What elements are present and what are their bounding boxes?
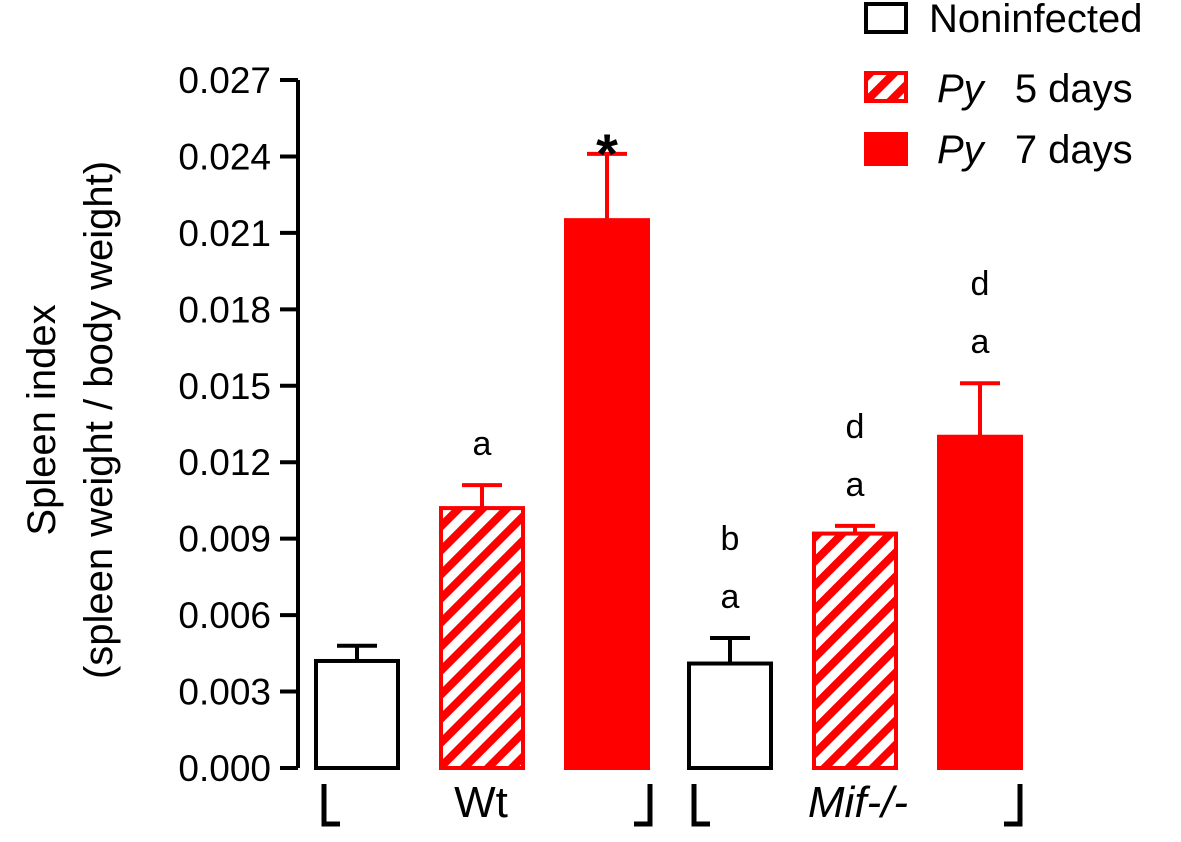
significance-letter: a xyxy=(971,323,990,361)
significance-letter: a xyxy=(721,578,740,616)
significance-letter: a xyxy=(473,425,492,463)
group-bracket xyxy=(1004,784,1023,827)
group-label-wt: Wt xyxy=(454,778,508,827)
y-tick-label: 0.027 xyxy=(178,60,271,101)
y-tick-label: 0.021 xyxy=(178,213,271,254)
bar-py-7-days-wt xyxy=(564,218,650,771)
legend-label-py5-suffix: 5 days xyxy=(1015,67,1133,111)
y-tick-label: 0.024 xyxy=(178,136,271,177)
significance-letter: a xyxy=(846,466,865,504)
y-axis-subtitle: (spleen weight / body weight) xyxy=(77,161,121,679)
group-label-mif: Mif-/- xyxy=(808,778,908,827)
group-bracket xyxy=(691,784,710,827)
legend-swatch-noninfected xyxy=(864,2,908,34)
legend-label-py5-prefix: Py xyxy=(937,67,987,111)
bar-noninfected-wt xyxy=(314,658,400,771)
legend-label-py7-prefix: Py xyxy=(937,128,987,172)
bar-noninfected-mif xyxy=(687,661,773,771)
group-brackets xyxy=(321,784,1023,827)
legend-label-py5: Py 5 days xyxy=(937,67,1133,111)
y-tick-label: 0.006 xyxy=(178,595,271,636)
bar-py-7-days-mif xyxy=(937,434,1023,770)
y-axis-ticks: 0.000 0.003 0.006 0.009 0.012 0.015 0.018 0.021… xyxy=(178,60,298,789)
y-tick-label: 0.015 xyxy=(178,366,271,407)
y-axis-title: Spleen index xyxy=(20,304,64,535)
group-bracket xyxy=(634,784,653,827)
legend: Noninfected Py 5 days Py 7 days xyxy=(864,0,1142,172)
significance-letter: d xyxy=(846,408,865,446)
y-tick-label: 0.000 xyxy=(178,748,271,789)
y-tick-label: 0.012 xyxy=(178,442,271,483)
bars xyxy=(314,151,1023,771)
legend-swatch-py5 xyxy=(864,71,908,103)
legend-label-py7-suffix: 7 days xyxy=(1015,128,1133,172)
legend-swatch-py7 xyxy=(864,132,908,166)
y-tick-label: 0.018 xyxy=(178,289,271,330)
group-bracket xyxy=(321,784,340,827)
significance-star: * xyxy=(596,122,618,185)
y-tick-label: 0.009 xyxy=(178,519,271,560)
legend-label-noninfected: Noninfected xyxy=(929,0,1142,41)
significance-letter: d xyxy=(971,265,990,303)
legend-label-py7: Py 7 days xyxy=(937,128,1133,172)
bar-py-5-days-wt xyxy=(439,506,525,770)
y-tick-label: 0.003 xyxy=(178,672,271,713)
significance-letter: b xyxy=(721,520,740,558)
bar-py-5-days-mif xyxy=(812,531,898,770)
